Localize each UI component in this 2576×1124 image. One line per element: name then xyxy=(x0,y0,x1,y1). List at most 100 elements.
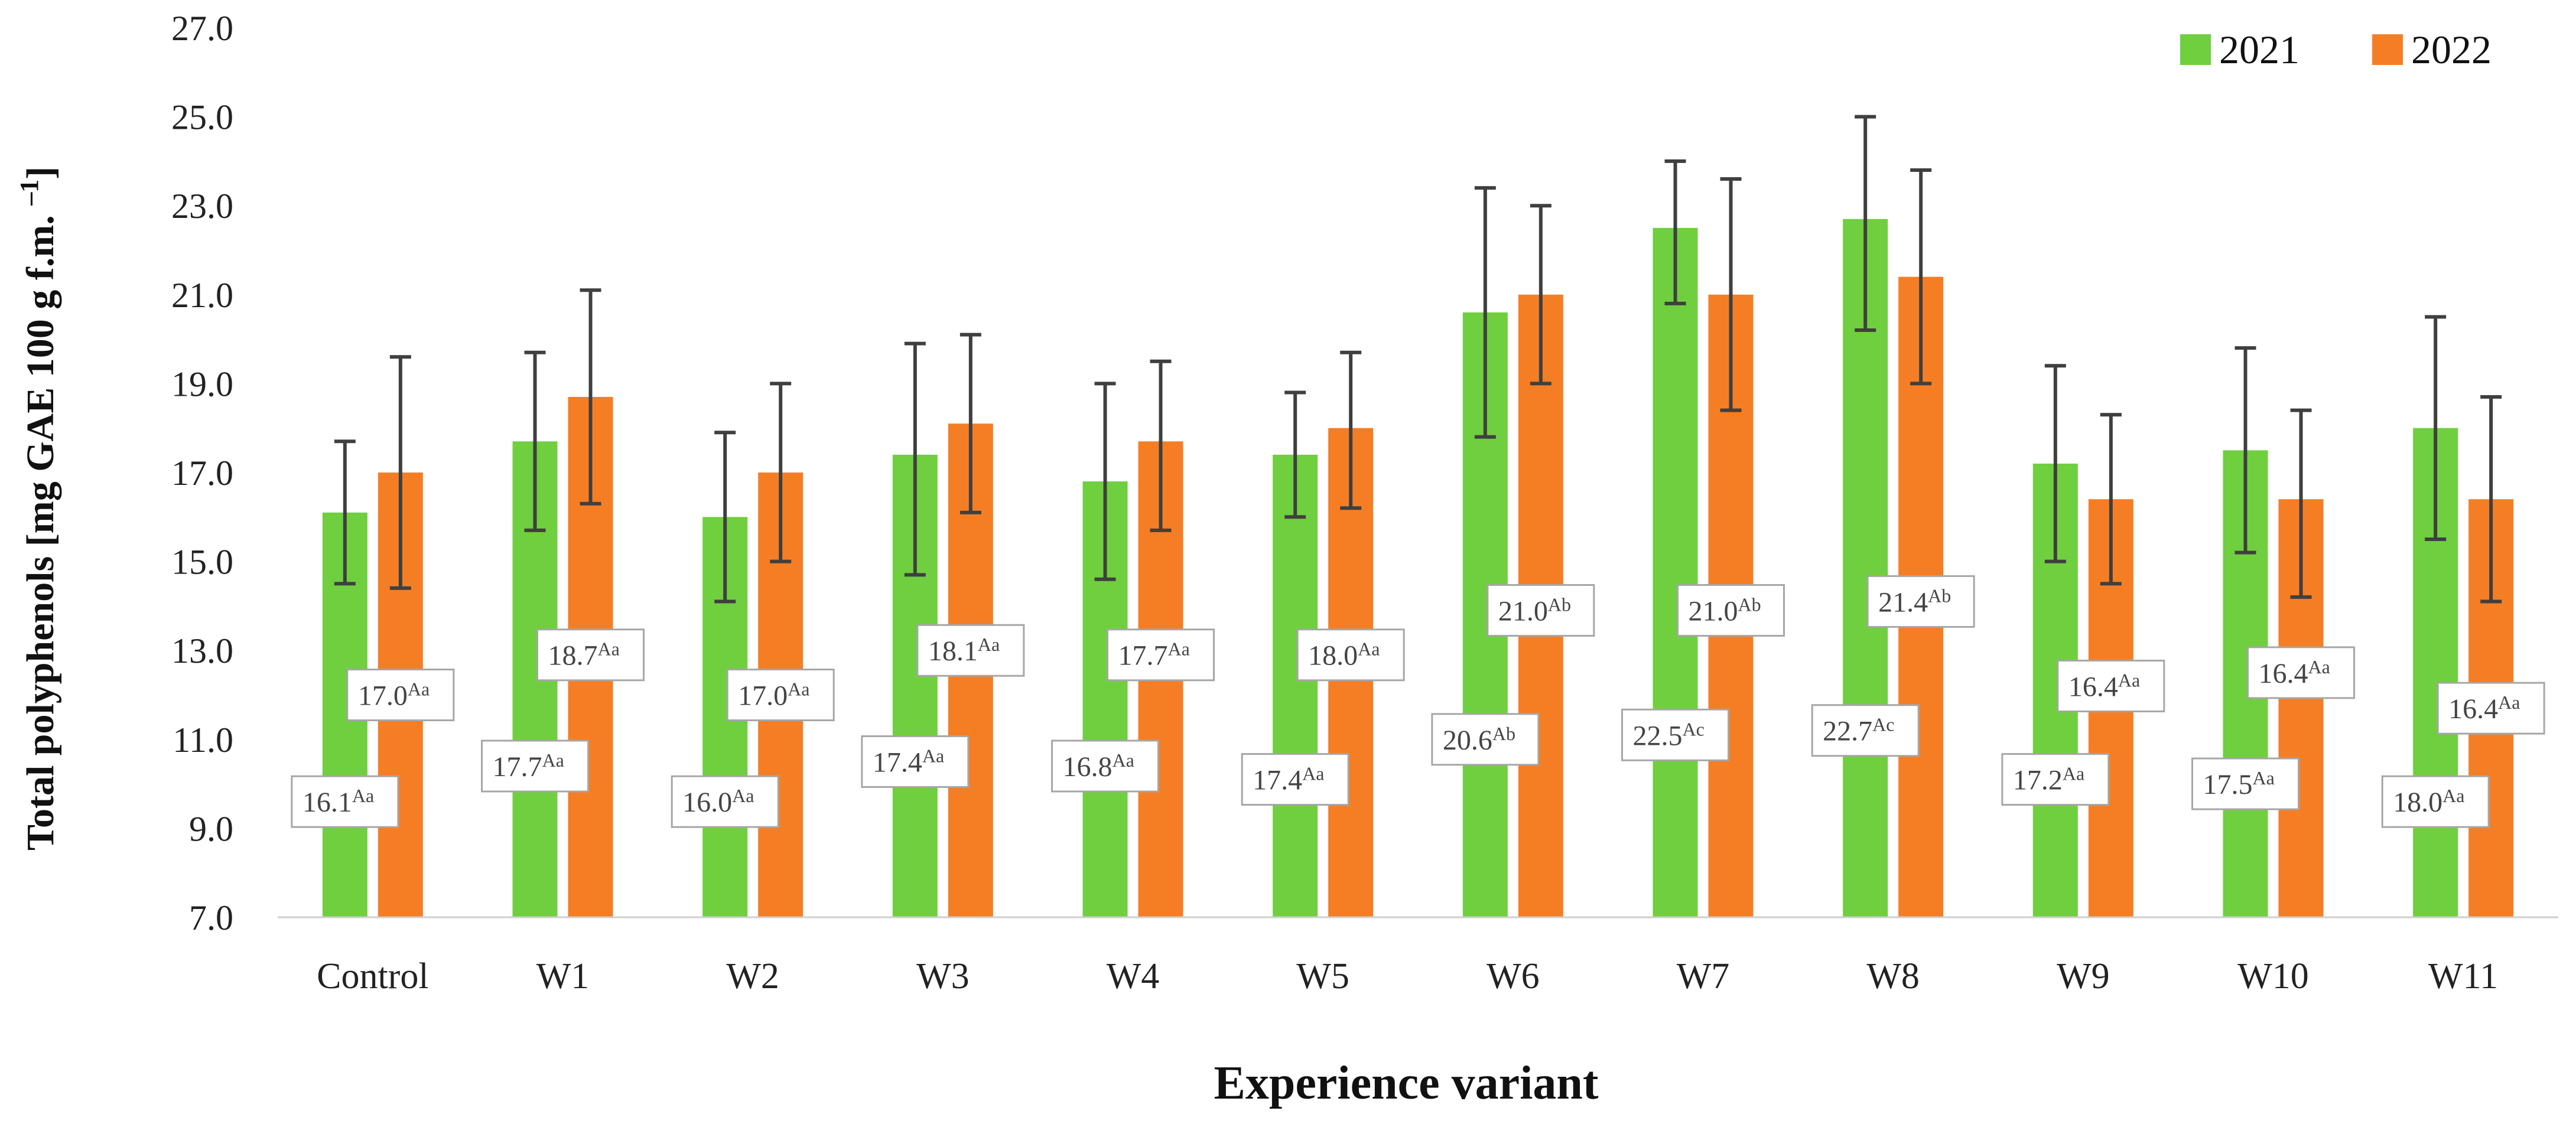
svg-text:22.5Ac: 22.5Ac xyxy=(1633,718,1705,751)
data-label-2022-W7: 21.0Ab xyxy=(1677,584,1785,637)
data-label-2022-Control: 17.0Aa xyxy=(346,669,455,721)
error-bar-2022-W9 xyxy=(2100,413,2122,586)
legend-label-2021: 2021 xyxy=(2219,27,2299,72)
y-tick-label: 23.0 xyxy=(171,187,233,226)
data-label-2021-W10: 17.5Aa xyxy=(2191,757,2299,810)
x-tick-label: W3 xyxy=(916,956,970,996)
x-tick-label: W5 xyxy=(1296,956,1349,996)
error-bar-2022-W1 xyxy=(580,288,601,506)
y-tick-label: 15.0 xyxy=(171,543,233,582)
svg-text:18.1Aa: 18.1Aa xyxy=(928,634,1000,667)
svg-text:16.4Aa: 16.4Aa xyxy=(2448,692,2520,725)
x-tick-label: W1 xyxy=(536,956,590,996)
y-axis-title-bracket: ] xyxy=(19,167,62,180)
x-tick-label: W6 xyxy=(1487,956,1540,996)
svg-text:18.7Aa: 18.7Aa xyxy=(548,638,620,672)
data-label-2021-W6: 20.6Ab xyxy=(1431,713,1540,766)
y-tick-label: 19.0 xyxy=(171,364,233,403)
error-bar-2022-W2 xyxy=(770,382,792,563)
y-tick-label: 7.0 xyxy=(189,898,233,937)
error-bar-2022-W5 xyxy=(1340,350,1362,510)
data-label-2021-Control: 16.1Aa xyxy=(291,775,399,828)
error-bar-2021-W5 xyxy=(1284,390,1306,519)
svg-text:17.7Aa: 17.7Aa xyxy=(1118,638,1190,672)
data-label-2022-W9: 16.4Aa xyxy=(2057,659,2165,712)
bar-2021-W5 xyxy=(1273,454,1318,917)
data-label-2022-W1: 18.7Aa xyxy=(536,628,645,682)
error-bar-2022-W4 xyxy=(1150,359,1172,532)
error-bar-2021-W7 xyxy=(1664,159,1686,305)
data-label-2021-W1: 17.7Aa xyxy=(481,739,589,793)
data-label-2022-W8: 21.4Ab xyxy=(1866,575,1975,628)
data-label-2021-W2: 16.0Aa xyxy=(671,775,779,828)
legend-swatch-2021 xyxy=(2180,34,2211,65)
svg-text:16.8Aa: 16.8Aa xyxy=(1063,750,1134,783)
error-bar-2022-W6 xyxy=(1530,204,1552,386)
y-axis-title: Total polyphenols [mg GAE 100 g f.m. –1] xyxy=(15,167,62,851)
data-label-2022-W4: 17.7Aa xyxy=(1107,628,1215,682)
svg-text:22.7Ac: 22.7Ac xyxy=(1823,714,1894,747)
legend: 2021 2022 xyxy=(2180,27,2492,72)
bar-2021-W7 xyxy=(1653,227,1698,918)
data-label-2021-W9: 17.2Aa xyxy=(2001,753,2110,806)
error-bar-2022-W10 xyxy=(2290,408,2312,599)
y-axis-title-exponent: –1 xyxy=(15,180,44,206)
svg-text:17.0Aa: 17.0Aa xyxy=(738,679,809,712)
legend-label-2022: 2022 xyxy=(2411,27,2492,72)
y-tick-label: 17.0 xyxy=(171,454,233,493)
data-labels-layer: 16.1Aa 17.0Aa 17.7Aa 18.7Aa 16.0Aa 17.0Aa 17.4… xyxy=(291,575,2545,828)
x-tick-label: W2 xyxy=(726,956,779,996)
svg-text:17.4Aa: 17.4Aa xyxy=(873,745,944,778)
svg-text:16.4Aa: 16.4Aa xyxy=(2259,656,2330,689)
data-label-2021-W11: 18.0Aa xyxy=(2381,775,2490,828)
error-bar-2021-W11 xyxy=(2425,315,2447,541)
error-bar-2022-Control xyxy=(389,355,411,590)
y-axis-title-main: Total polyphenols [mg GAE 100 g f.m. xyxy=(19,206,62,851)
error-bar-2022-W3 xyxy=(960,333,981,514)
error-bar-2021-W2 xyxy=(714,431,736,604)
x-axis-ticks: Control W1 W2 W3 W4 W5 W6 W7 W8 W9 W10 W11 xyxy=(317,956,2498,996)
svg-text:21.4Ab: 21.4Ab xyxy=(1878,585,1951,618)
data-label-2021-W7: 22.5Ac xyxy=(1621,708,1729,761)
svg-text:20.6Ab: 20.6Ab xyxy=(1443,723,1515,756)
error-bar-2021-Control xyxy=(334,439,356,586)
x-tick-label: W4 xyxy=(1107,956,1160,996)
x-axis-title: Experience variant xyxy=(1214,1057,1599,1109)
y-tick-label: 11.0 xyxy=(173,721,233,760)
y-tick-label: 25.0 xyxy=(171,98,233,137)
svg-text:17.7Aa: 17.7Aa xyxy=(493,750,564,783)
legend-swatch-2022 xyxy=(2372,34,2403,65)
svg-text:17.2Aa: 17.2Aa xyxy=(2013,763,2084,796)
data-label-2022-W5: 18.0Aa xyxy=(1296,628,1405,682)
y-axis-ticks: 7.0 9.0 11.0 13.0 15.0 17.0 19.0 21.0 23.0 25.0 27… xyxy=(171,9,233,937)
svg-text:16.0Aa: 16.0Aa xyxy=(682,785,754,818)
svg-text:21.0Ab: 21.0Ab xyxy=(1498,594,1571,627)
data-label-2021-W4: 16.8Aa xyxy=(1051,739,1159,793)
error-bars-layer xyxy=(334,115,2502,604)
error-bar-2022-W11 xyxy=(2480,395,2502,604)
error-bar-2021-W10 xyxy=(2235,346,2256,555)
x-tick-label: W11 xyxy=(2428,956,2498,996)
svg-text:16.4Aa: 16.4Aa xyxy=(2068,669,2140,702)
y-tick-label: 13.0 xyxy=(171,631,233,670)
bars-layer xyxy=(322,219,2514,918)
svg-text:17.4Aa: 17.4Aa xyxy=(1253,763,1324,796)
y-tick-label: 27.0 xyxy=(171,9,233,48)
svg-text:17.5Aa: 17.5Aa xyxy=(2203,767,2275,800)
svg-text:17.0Aa: 17.0Aa xyxy=(358,679,430,712)
error-bar-2022-W7 xyxy=(1720,177,1742,412)
data-label-2022-W11: 16.4Aa xyxy=(2437,682,2545,735)
x-tick-label: W10 xyxy=(2237,956,2309,996)
y-tick-label: 9.0 xyxy=(189,809,233,848)
x-tick-label: W9 xyxy=(2057,956,2110,996)
x-tick-label: Control xyxy=(317,956,428,996)
y-tick-label: 21.0 xyxy=(171,276,233,315)
error-bar-2021-W6 xyxy=(1474,186,1496,439)
data-label-2021-W5: 17.4Aa xyxy=(1241,753,1349,806)
svg-text:18.0Aa: 18.0Aa xyxy=(1308,638,1380,672)
error-bar-2021-W3 xyxy=(904,341,926,577)
data-label-2022-W2: 17.0Aa xyxy=(726,669,835,721)
bar-2021-W8 xyxy=(1843,219,1888,917)
error-bar-2021-W4 xyxy=(1094,382,1116,581)
